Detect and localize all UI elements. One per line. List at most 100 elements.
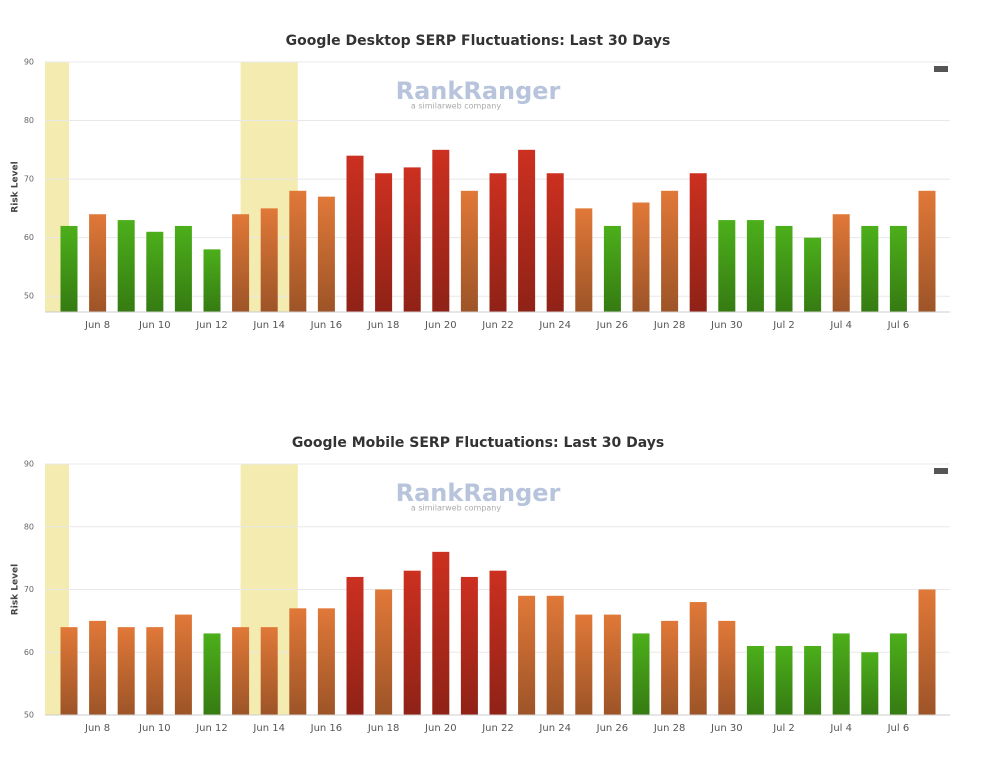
bar-shade [260,208,278,312]
bar-shade [203,249,221,312]
menu-icon [934,472,948,474]
bar-shade [632,633,650,715]
x-tick-label: Jun 14 [252,320,285,331]
bar-shade [575,614,593,715]
y-tick-label: 60 [24,648,34,657]
bar-shade [518,595,536,715]
x-tick-label: Jun 24 [538,723,571,734]
bar-shade [804,237,822,312]
bar-shade [889,225,907,312]
bar-shade [632,202,650,312]
bar-shade [489,570,507,715]
bar-shade [289,190,307,312]
x-tick-label: Jun 16 [310,723,343,734]
chart-title: Google Desktop SERP Fluctuations: Last 3… [286,33,671,49]
chart: Google Mobile SERP Fluctuations: Last 30… [11,435,950,734]
chart: Google Desktop SERP Fluctuations: Last 3… [11,33,950,331]
y-tick-label: 90 [24,460,34,469]
bar-shade [432,149,450,312]
x-tick-label: Jul 6 [887,723,910,734]
menu-icon [934,68,948,70]
bar-shade [289,608,307,715]
bar-shade [889,633,907,715]
bar-shade [804,645,822,715]
bar-shade [117,627,135,715]
x-tick-label: Jun 8 [84,320,110,331]
bar-shade [174,225,192,312]
x-tick-label: Jun 30 [710,723,743,734]
menu-icon [934,70,948,72]
bar-shade [489,173,507,312]
x-tick-label: Jul 4 [829,723,852,734]
watermark-sub: a similarweb company [411,102,501,111]
x-tick-label: Jun 18 [367,320,400,331]
bar-shade [403,570,421,715]
menu-icon [934,468,948,470]
bar-shade [403,167,421,312]
bar-shade [861,652,879,715]
bar-shade [346,576,364,715]
x-tick-label: Jun 28 [653,723,686,734]
bar-shade [260,627,278,715]
bar-shade [232,214,250,312]
x-tick-label: Jun 12 [195,320,228,331]
bar-shade [317,608,335,715]
bar-shade [460,190,478,312]
x-tick-label: Jun 24 [538,320,571,331]
chart-title: Google Mobile SERP Fluctuations: Last 30… [292,435,664,451]
bar-shade [432,551,450,715]
bar-shade [861,225,879,312]
bar-shade [746,220,764,312]
bar-shade [718,220,736,312]
x-tick-label: Jul 6 [887,320,910,331]
bar-shade [60,627,78,715]
x-tick-label: Jun 12 [195,723,228,734]
x-tick-label: Jun 22 [481,320,514,331]
y-tick-label: 80 [24,522,34,531]
x-tick-label: Jul 2 [772,723,795,734]
bar-shade [346,155,364,312]
bar-shade [317,196,335,312]
watermark-sub: a similarweb company [411,504,501,513]
bar-shade [603,225,621,312]
x-tick-label: Jun 10 [138,723,171,734]
bar-shade [775,645,793,715]
bar-shade [746,645,764,715]
y-tick-label: 80 [24,116,34,125]
menu-icon [934,66,948,68]
y-axis-title: Risk Level [11,161,21,212]
x-tick-label: Jun 22 [481,723,514,734]
bar-shade [918,190,936,312]
bar-shade [918,589,936,715]
menu-icon [934,470,948,472]
x-tick-label: Jun 10 [138,320,171,331]
y-tick-label: 50 [24,292,34,301]
x-tick-label: Jun 8 [84,723,110,734]
x-tick-label: Jun 28 [653,320,686,331]
bar-shade [203,633,221,715]
y-axis-title: Risk Level [11,564,21,615]
bar-shade [546,173,564,312]
bar-shade [117,220,135,312]
bar-shade [146,627,164,715]
x-tick-label: Jun 16 [310,320,343,331]
bar-shade [689,602,707,715]
bar-shade [775,225,793,312]
x-tick-label: Jul 4 [829,320,852,331]
watermark: RankRanger [396,77,561,105]
x-tick-label: Jun 20 [424,320,457,331]
bar-shade [375,589,393,715]
x-tick-label: Jun 14 [252,723,285,734]
bar-shade [60,225,78,312]
x-tick-label: Jun 26 [596,320,629,331]
y-tick-label: 50 [24,711,34,720]
y-tick-label: 60 [24,233,34,242]
bar-shade [546,595,564,715]
watermark: RankRanger [396,479,561,507]
bar-shade [232,627,250,715]
x-tick-label: Jun 20 [424,723,457,734]
bar-shade [661,190,679,312]
x-tick-label: Jun 30 [710,320,743,331]
bar-shade [174,614,192,715]
bar-shade [89,620,107,715]
